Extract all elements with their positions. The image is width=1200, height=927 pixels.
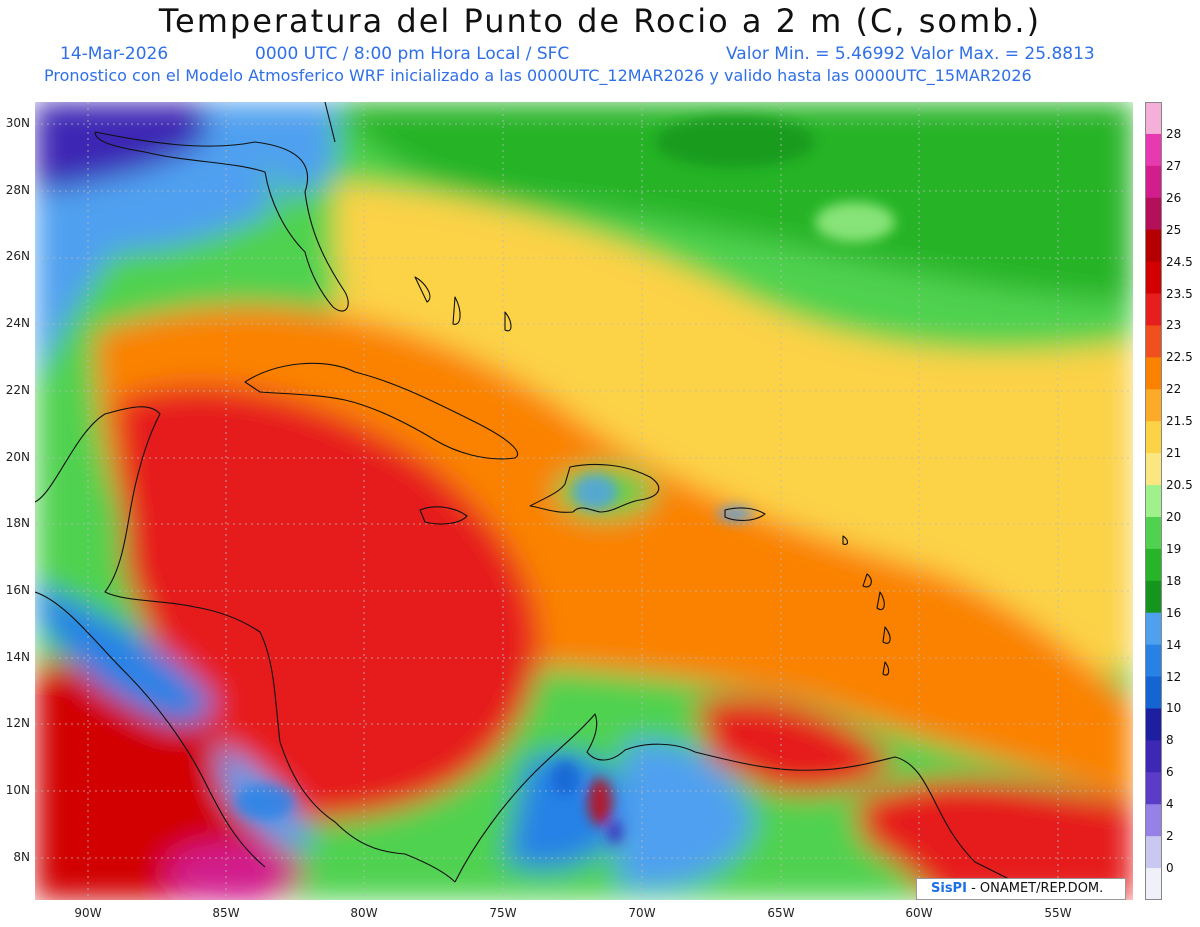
legend-label: 0 (1166, 861, 1174, 876)
legend-swatch (1145, 229, 1162, 263)
lon-label: 75W (489, 906, 517, 920)
legend-swatch (1145, 772, 1162, 805)
lat-label: 30N (5, 116, 30, 130)
forecast-time: 0000 UTC / 8:00 pm Hora Local / SFC (255, 44, 570, 64)
lon-label: 70W (628, 906, 656, 920)
legend-label: 21.5 (1166, 414, 1193, 429)
legend-label: 6 (1166, 765, 1174, 780)
legend-swatch (1145, 357, 1162, 390)
legend-swatch (1145, 836, 1162, 869)
legend-swatch (1145, 580, 1162, 614)
legend-swatch (1145, 548, 1162, 582)
legend-label: 22.5 (1166, 350, 1193, 365)
lat-label: 22N (5, 382, 30, 397)
legend-swatch (1145, 165, 1162, 199)
lat-label: 12N (5, 716, 30, 731)
legend-label: 23.5 (1166, 286, 1193, 301)
lat-label: 26N (5, 249, 30, 264)
legend-swatch (1145, 708, 1162, 741)
lon-label: 90W (74, 906, 102, 920)
credit-box: SisPI - ONAMET/REP.DOM. (916, 878, 1126, 900)
legend-label: 21 (1166, 446, 1182, 461)
legend-label: 2 (1166, 829, 1174, 844)
detail-field (235, 116, 895, 844)
legend-swatch (1145, 612, 1162, 646)
legend-label: 27 (1166, 158, 1182, 173)
map-title: Temperatura del Punto de Rocio a 2 m (C,… (158, 2, 1042, 40)
legend-swatch (1145, 676, 1162, 709)
legend-swatch (1145, 421, 1162, 454)
lon-label: 60W (905, 906, 933, 920)
legend-swatch (1145, 644, 1162, 678)
legend-label: 26 (1166, 190, 1182, 205)
legend-label: 22 (1166, 382, 1182, 397)
legend-border (1145, 102, 1162, 900)
legend-label: 16 (1166, 605, 1182, 620)
model-info: Pronostico con el Modelo Atmosferico WRF… (44, 66, 1032, 85)
lat-label: 18N (5, 516, 30, 531)
legend-swatch (1145, 389, 1162, 422)
lon-label: 80W (350, 906, 378, 920)
legend-label: 20 (1166, 509, 1182, 524)
lat-label: 20N (5, 449, 30, 464)
legend-label: 28 (1166, 126, 1182, 141)
sispi-logo: SisPI (931, 881, 967, 896)
legend-swatch (1145, 325, 1162, 358)
legend-label: 12 (1166, 669, 1182, 684)
legend-swatch (1145, 197, 1162, 231)
dewpoint-map (35, 102, 1133, 900)
coastlines (35, 102, 1036, 893)
legend-label: 4 (1166, 797, 1174, 812)
legend-label: 14 (1166, 637, 1182, 652)
lon-label: 65W (767, 906, 795, 920)
lat-label: 14N (5, 649, 30, 664)
lat-label: 10N (5, 783, 30, 797)
legend-swatch (1145, 868, 1162, 900)
lat-label: 8N (13, 849, 30, 864)
legend-label: 10 (1166, 701, 1182, 716)
legend-label: 20.5 (1166, 478, 1193, 493)
lat-label: 16N (5, 582, 30, 597)
lat-label: 28N (5, 182, 30, 197)
legend-swatch (1145, 804, 1162, 837)
lon-label: 55W (1044, 906, 1072, 920)
forecast-date: 14-Mar-2026 (60, 44, 169, 64)
color-legend (1145, 102, 1162, 900)
legend-label: 25 (1166, 222, 1182, 237)
legend-label: 19 (1166, 541, 1182, 556)
lon-label: 85W (212, 906, 240, 920)
legend-swatch (1145, 261, 1162, 295)
legend-label: 24.5 (1166, 254, 1193, 269)
legend-label: 8 (1166, 733, 1174, 748)
legend-swatch (1145, 740, 1162, 773)
legend-swatch (1145, 133, 1162, 167)
legend-label: 23 (1166, 318, 1182, 333)
legend-swatch (1145, 102, 1162, 135)
legend-swatch (1145, 453, 1162, 486)
legend-label: 18 (1166, 573, 1182, 588)
grid (35, 102, 1133, 900)
lat-label: 24N (5, 316, 30, 331)
legend-swatch (1145, 516, 1162, 550)
credit-text: - ONAMET/REP.DOM. (971, 881, 1104, 896)
legend-swatch (1145, 293, 1162, 326)
legend-swatch (1145, 485, 1162, 518)
value-range: Valor Min. = 5.46992 Valor Max. = 25.881… (726, 44, 1095, 64)
